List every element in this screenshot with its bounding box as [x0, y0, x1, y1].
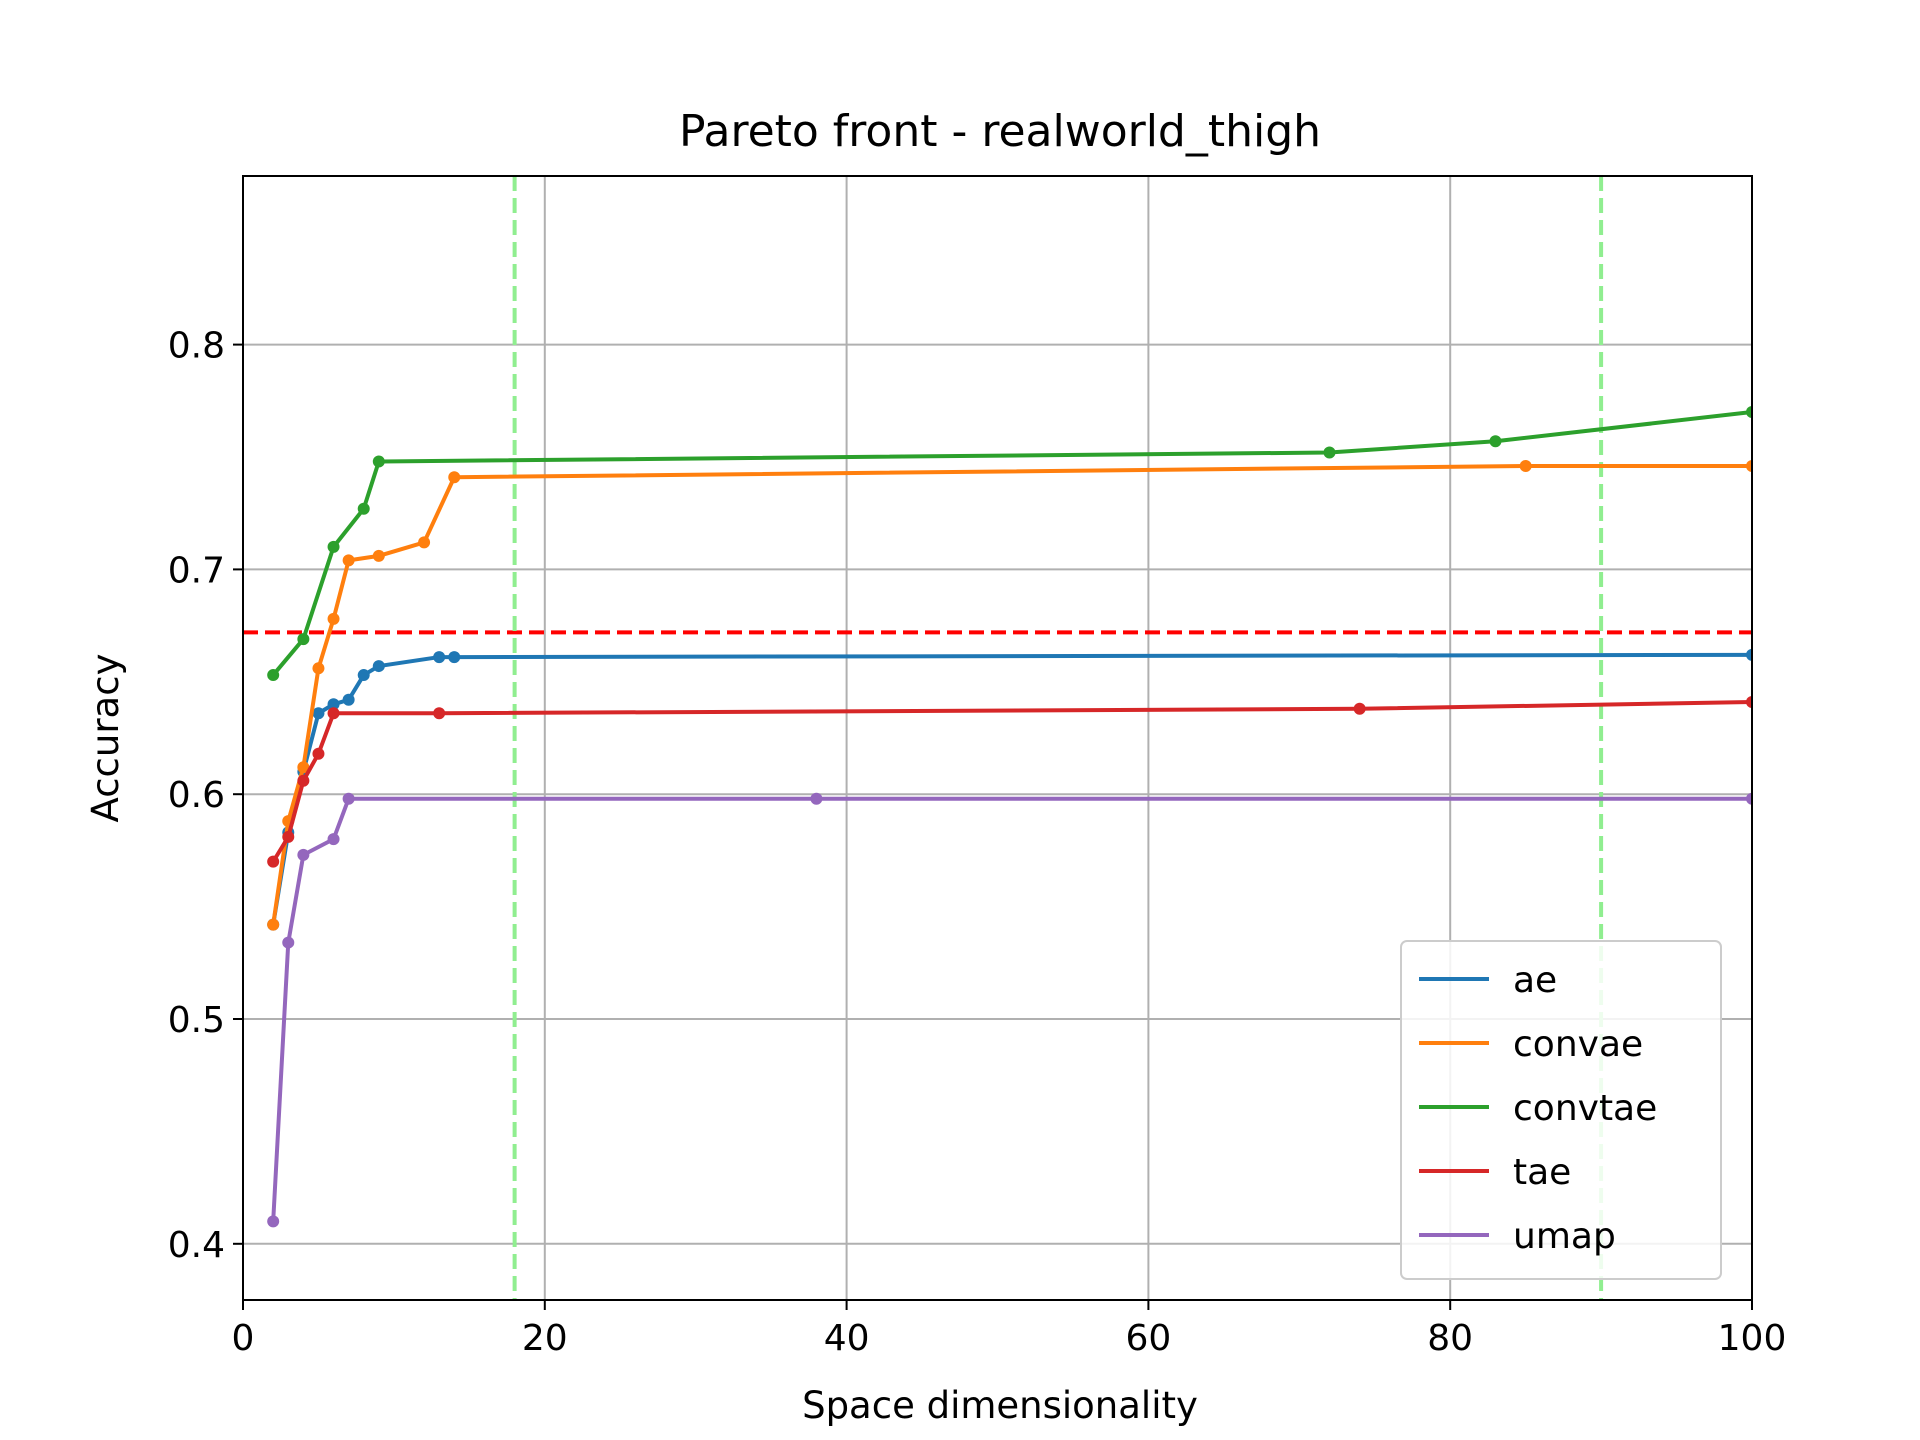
x-tick-label: 40 [824, 1318, 870, 1359]
y-axis-label: Accuracy [84, 654, 127, 823]
series-line-convae [271, 463, 1752, 925]
data-point-convtae [1323, 446, 1336, 459]
data-point-convtae [1489, 435, 1502, 448]
data-point-tae [433, 707, 446, 720]
data-point-convtae [372, 455, 385, 468]
data-point-ae [357, 669, 370, 682]
legend-box [1400, 940, 1722, 1280]
y-axis-ticks: 0.4 0.5 0.6 0.7 0.8 [168, 326, 243, 1266]
legend-label-convae: convae [1513, 1024, 1643, 1065]
legend: ae convae convtae tae umap [1400, 940, 1722, 1280]
x-tick-label: 80 [1427, 1318, 1473, 1359]
x-tick-label: 60 [1125, 1318, 1171, 1359]
data-point-ae [342, 693, 355, 706]
data-point-convae [1519, 459, 1532, 472]
y-tick-label: 0.7 [168, 550, 225, 591]
data-point-convtae [297, 633, 310, 646]
data-point-umap [297, 848, 310, 861]
data-point-convae [418, 536, 431, 549]
data-point-ae [372, 660, 385, 673]
data-point-convtae [267, 669, 280, 682]
data-point-convae [297, 761, 310, 774]
plot-area [267, 406, 1752, 1228]
data-point-convae [267, 918, 280, 931]
data-point-tae [1746, 696, 1752, 709]
data-point-tae [1353, 702, 1366, 715]
data-point-umap [1746, 792, 1752, 805]
data-point-convae [342, 554, 355, 567]
data-point-umap [342, 792, 355, 805]
data-point-tae [327, 707, 340, 720]
data-point-umap [810, 792, 823, 805]
chart-title: Pareto front - realworld_thigh [679, 106, 1321, 157]
data-point-convae [1746, 459, 1752, 472]
data-point-ae [312, 707, 325, 720]
series-line-convtae [271, 410, 1752, 677]
data-point-convtae [1746, 406, 1752, 419]
legend-label-tae: tae [1513, 1152, 1571, 1193]
data-point-umap [267, 1215, 280, 1228]
legend-label-umap: umap [1513, 1216, 1616, 1257]
y-tick-label: 0.5 [168, 1000, 225, 1041]
data-point-umap [327, 833, 340, 846]
grid [243, 176, 1752, 1300]
x-tick-label: 0 [232, 1318, 255, 1359]
legend-label-convtae: convtae [1513, 1088, 1657, 1129]
x-tick-label: 20 [522, 1318, 568, 1359]
data-point-convae [312, 662, 325, 675]
data-point-tae [267, 855, 280, 868]
plot-frame [242, 175, 1753, 1301]
legend-label-ae: ae [1513, 960, 1557, 1001]
x-axis-ticks: 0 20 40 60 80 100 [232, 1300, 1787, 1359]
data-point-umap [282, 936, 295, 949]
data-point-tae [312, 747, 325, 760]
series-line-ae [271, 652, 1752, 925]
y-tick-label: 0.4 [168, 1225, 225, 1266]
x-axis-label: Space dimensionality [802, 1384, 1198, 1427]
data-point-convae [372, 549, 385, 562]
series-line-tae [271, 700, 1752, 863]
y-tick-label: 0.6 [168, 775, 225, 816]
data-point-tae [282, 830, 295, 843]
data-point-tae [297, 774, 310, 787]
data-point-ae [433, 651, 446, 664]
x-tick-label: 100 [1718, 1318, 1787, 1359]
data-point-ae [327, 698, 340, 711]
data-point-convae [327, 612, 340, 625]
data-point-convtae [327, 540, 340, 553]
data-point-convtae [357, 502, 370, 515]
data-point-convae [448, 471, 461, 484]
y-tick-label: 0.8 [168, 326, 225, 367]
data-point-ae [448, 651, 461, 664]
data-point-ae [1746, 648, 1752, 661]
